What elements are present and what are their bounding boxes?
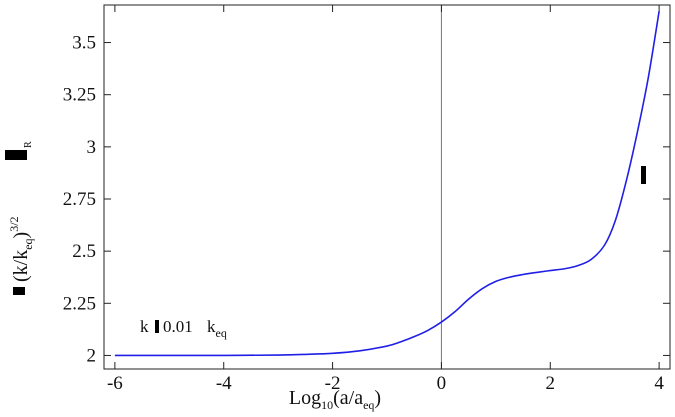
x-tick-label: -6 [107,373,123,394]
svg-text:(k/keq)3/2: (k/keq)3/2 [7,216,35,282]
y-ticks: 2 2.25 2.5 2.75 3 3.25 3.5 [63,33,670,366]
x-axis-title: Log10(a/aeq) [289,387,381,412]
ylabel-subscript-r: R [23,141,34,148]
x-tick-label: 2 [546,373,556,394]
y-axis-title: (k/keq)3/2 R [5,141,35,295]
ylabel-main: (k/k [10,250,32,282]
svg-text:0.01: 0.01 [163,317,193,336]
xlabel-close: ) [374,387,381,409]
svg-text:Log10(a/aeq): Log10(a/aeq) [289,387,381,412]
y-tick-label: 2.25 [63,293,96,314]
x-tick-label: 4 [654,373,664,394]
ylabel-sup: 3/2 [7,216,21,231]
ylabel-glyph-left [13,287,25,295]
y-tick-label: 3 [87,137,97,158]
annotation-value: 0.01 [163,317,193,336]
x-ticks: -6 -4 -2 0 2 4 [107,5,664,394]
xlabel-arg-sub: eq [363,398,374,412]
ylabel-glyph-right [5,150,27,160]
x-tick-label: -4 [216,373,232,394]
y-tick-label: 3.25 [63,85,96,106]
xlabel-prefix: Log [289,387,321,409]
plot-frame [103,4,671,370]
series-line [114,11,660,357]
svg-text:keq: keq [207,317,227,340]
xlabel-prefix-sub: 10 [321,398,333,412]
annotation-glyph [155,320,159,333]
annotation-k: k [140,317,149,336]
annotation-keq: k [207,317,216,336]
ylabel-close: ) [10,232,32,239]
y-tick-label: 2 [87,345,97,366]
xlabel-arg: (a/a [333,387,363,409]
svg-text:k: k [140,317,149,336]
annotation: k 0.01 keq [140,317,227,340]
y-tick-label: 2.75 [63,189,96,210]
y-tick-label: 3.5 [72,33,96,54]
x-tick-label: 0 [437,373,447,394]
curve-end-glyph [641,166,646,184]
y-tick-label: 2.5 [72,241,96,262]
ylabel-sub: eq [21,238,35,249]
annotation-keq-sub: eq [216,326,227,340]
x-tick-label: -2 [325,373,341,394]
